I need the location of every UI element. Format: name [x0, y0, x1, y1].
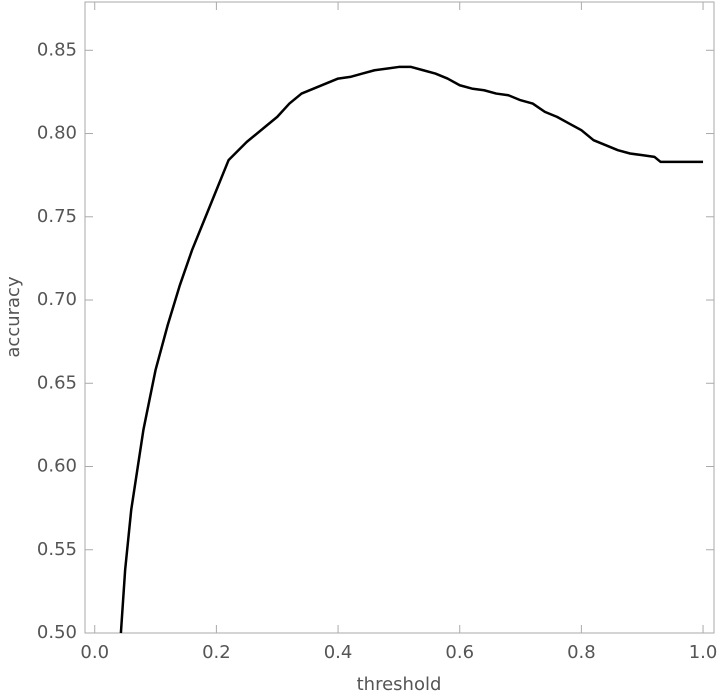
y-tick-label: 0.55 — [37, 539, 77, 560]
accuracy-line — [119, 65, 704, 634]
x-tick-label: 0.6 — [445, 642, 474, 663]
y-axis-label: accuracy — [3, 276, 24, 358]
x-axis-label: threshold — [357, 674, 442, 695]
x-tick-label: 0.2 — [202, 642, 231, 663]
y-tick-label: 0.85 — [37, 39, 77, 60]
y-tick-label: 0.65 — [37, 372, 77, 393]
y-tick-label: 0.80 — [37, 123, 77, 144]
plot-frame — [84, 1, 715, 634]
x-tick-label: 0.8 — [567, 642, 596, 663]
x-tick-label: 0.0 — [80, 642, 109, 663]
y-tick-label: 0.60 — [37, 456, 77, 477]
y-tick-label: 0.75 — [37, 206, 77, 227]
y-tick-label: 0.70 — [37, 289, 77, 310]
y-tick-label: 0.50 — [37, 622, 77, 643]
x-tick-label: 1.0 — [689, 642, 718, 663]
x-tick-label: 0.4 — [324, 642, 353, 663]
